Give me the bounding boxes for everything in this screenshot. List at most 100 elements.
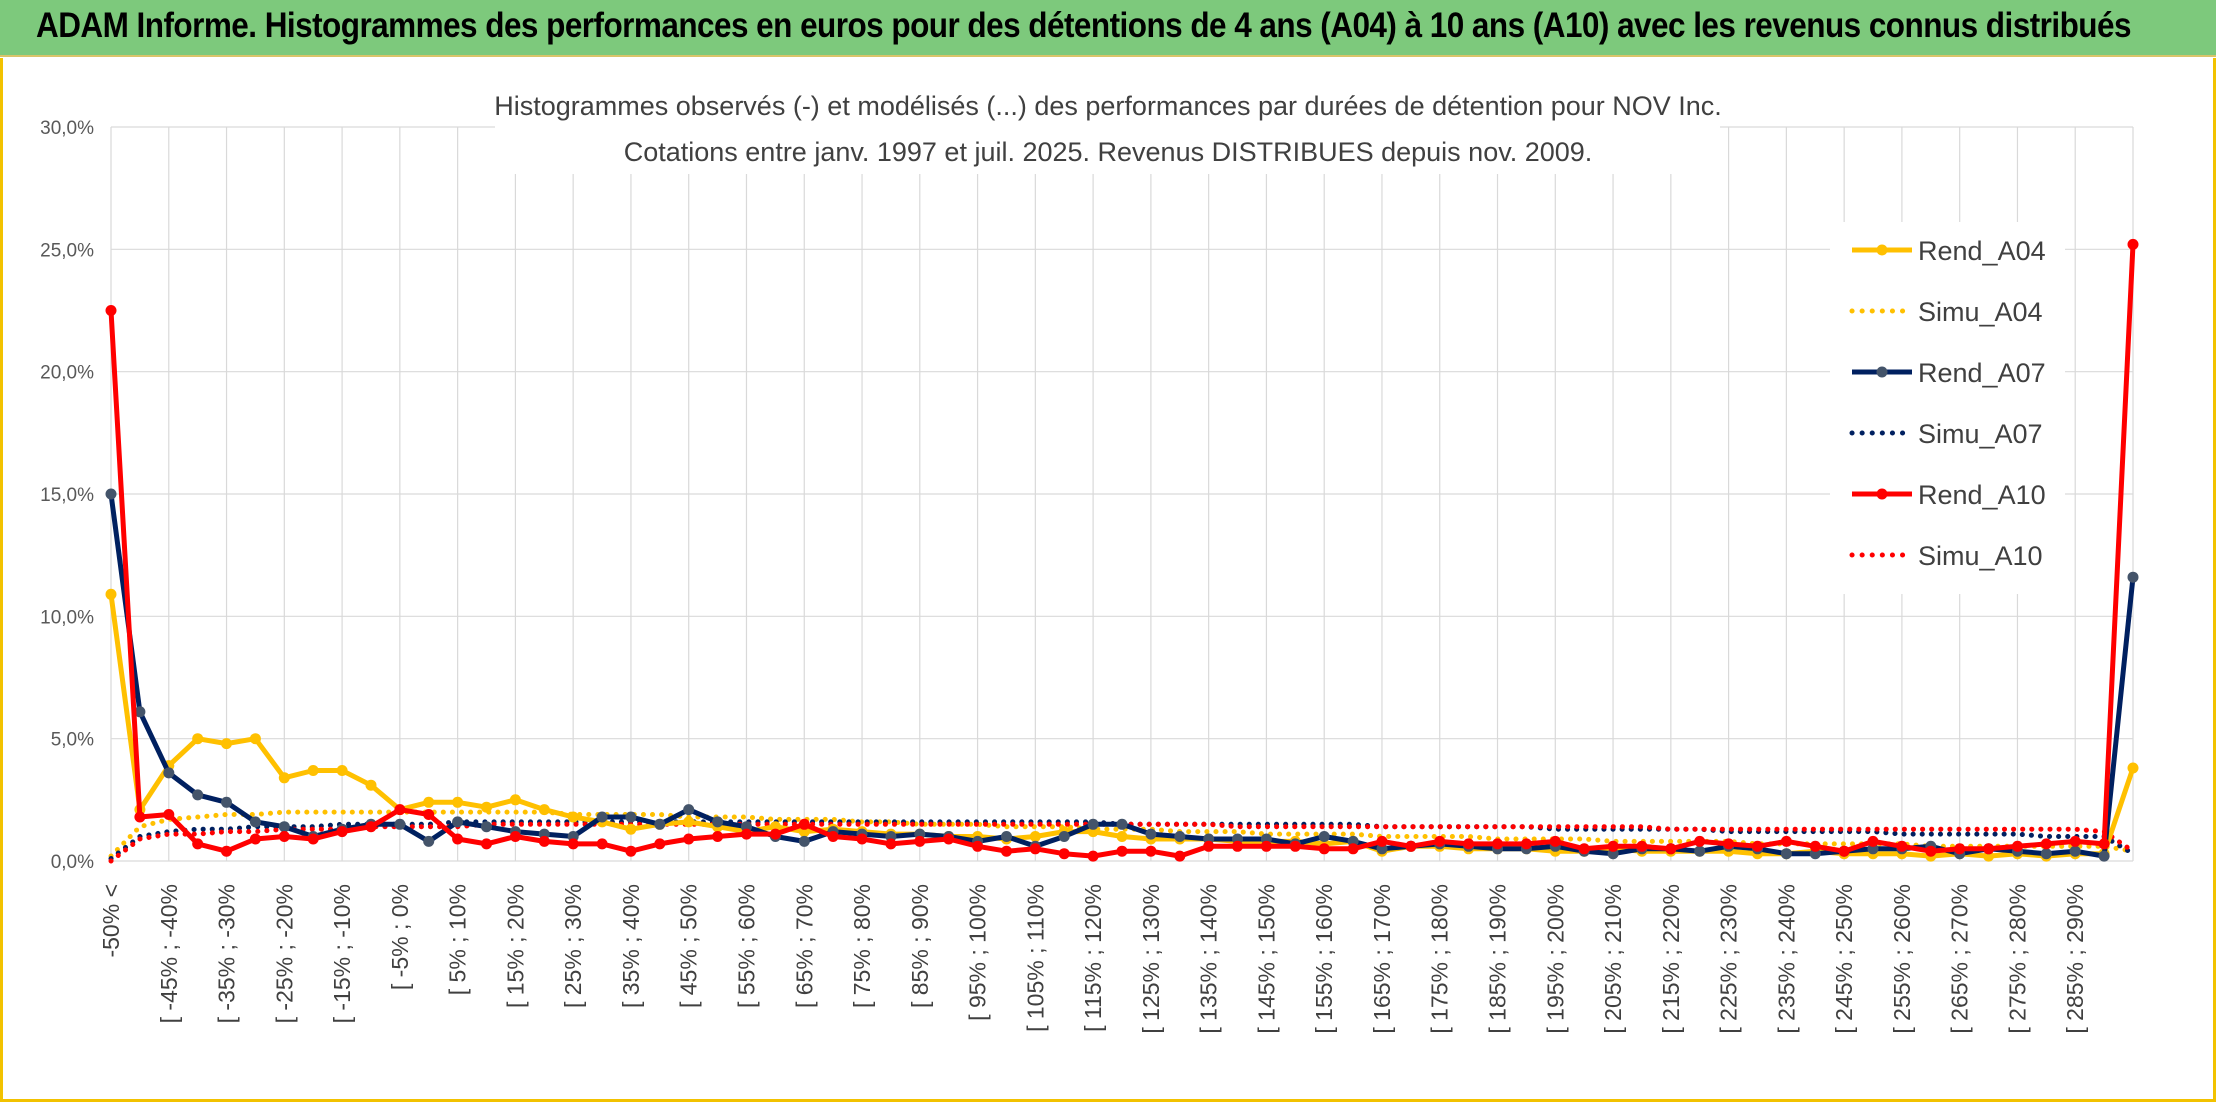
data-point [625, 811, 637, 823]
data-point [1087, 818, 1099, 830]
data-point [1694, 845, 1706, 857]
legend-item-Simu_A04: Simu_A04 [1849, 297, 2043, 327]
data-point [365, 821, 377, 833]
data-point [1983, 843, 1995, 855]
y-tick-label: 25,0% [40, 240, 94, 261]
legend-label: Rend_A07 [1918, 358, 2046, 388]
data-point [249, 816, 261, 828]
data-point [278, 831, 290, 842]
data-point [1232, 840, 1243, 852]
data-point [336, 765, 348, 776]
series-line [108, 491, 2136, 859]
x-tick-label: [ -35% ; -30% [214, 884, 240, 1023]
data-point [1954, 843, 1966, 855]
data-point [1058, 831, 1070, 842]
data-point [1376, 835, 1388, 847]
chart-title: Histogrammes observés (-) et modélisés (… [494, 91, 1722, 121]
data-point [972, 840, 984, 852]
y-tick-label: 10,0% [40, 607, 94, 628]
data-point [394, 818, 406, 830]
y-tick-label: 0,0% [51, 852, 94, 873]
x-tick-label: [ 55% ; 60% [733, 884, 759, 1008]
data-point [1925, 845, 1937, 857]
data-point [914, 835, 926, 847]
title-backdrop [495, 84, 1720, 174]
legend-item-Rend_A07: Rend_A07 [1852, 358, 2046, 388]
data-point [1665, 843, 1677, 855]
x-tick-label: [ 95% ; 100% [965, 884, 991, 1021]
data-point [2040, 848, 2052, 860]
data-point [1694, 835, 1706, 847]
x-tick-label: [ 135% ; 140% [1196, 884, 1222, 1034]
legend-marker [1876, 366, 1888, 378]
legend-item-Simu_A07: Simu_A07 [1849, 419, 2043, 449]
data-point [134, 706, 146, 718]
x-tick-label: [ 185% ; 190% [1485, 884, 1511, 1034]
legend-item-Simu_A10: Simu_A10 [1849, 541, 2043, 571]
x-tick-label: [ -15% ; -10% [329, 884, 355, 1023]
y-tick-label: 30,0% [40, 118, 94, 139]
data-point [307, 765, 319, 776]
data-point [2098, 850, 2110, 862]
data-point [683, 833, 695, 845]
data-point [481, 801, 492, 813]
y-axis-ticks: 0,0% 5,0% 10,0% 15,0% 20,0% 25,0% 30,0% [40, 118, 94, 873]
data-point [1492, 838, 1503, 850]
chart-frame [0, 58, 2216, 1102]
data-point [654, 838, 666, 850]
data-point [192, 838, 204, 850]
legend-label: Rend_A10 [1918, 480, 2046, 510]
x-tick-label: [ 105% ; 110% [1022, 884, 1048, 1032]
data-point [1549, 835, 1561, 847]
data-point [2012, 840, 2023, 852]
gridlines [110, 126, 2134, 862]
data-point [163, 809, 175, 820]
data-point [221, 796, 232, 808]
data-point [1087, 850, 1099, 862]
data-point [481, 838, 492, 850]
data-point [625, 845, 637, 857]
chart-subtitle: Cotations entre janv. 1997 et juil. 2025… [624, 137, 1593, 167]
data-point [2127, 762, 2139, 774]
data-point [1636, 840, 1648, 852]
x-tick-label: -50% < [98, 884, 124, 958]
data-point [1203, 840, 1215, 852]
x-tick-label: [ 255% ; 260% [1889, 884, 1915, 1034]
data-point [1723, 838, 1735, 850]
data-point [1780, 835, 1792, 847]
data-point [1116, 831, 1128, 842]
data-point [827, 831, 839, 842]
data-point [307, 833, 319, 845]
data-point [509, 794, 521, 806]
data-point [1347, 843, 1359, 855]
data-point [221, 738, 232, 750]
data-point [712, 816, 724, 828]
page-title: ADAM Informe. Histogrammes des performan… [36, 6, 2131, 45]
data-point [596, 811, 608, 823]
data-point [481, 821, 492, 833]
series-Rend_A10 [105, 238, 2139, 862]
data-point [2069, 835, 2081, 847]
data-point [423, 796, 435, 808]
y-tick-label: 5,0% [51, 730, 94, 751]
data-point [1116, 818, 1128, 830]
data-point [1520, 838, 1532, 850]
x-tick-label: [ -45% ; -40% [156, 884, 182, 1023]
x-tick-label: [ 65% ; 70% [791, 884, 817, 1008]
x-tick-label: [ 25% ; 30% [560, 884, 586, 1008]
data-point [1896, 840, 1908, 852]
data-point [249, 833, 261, 845]
data-point [1001, 831, 1012, 842]
legend-box [1830, 222, 2065, 594]
data-point [192, 733, 204, 745]
data-point [1260, 840, 1272, 852]
data-point [538, 804, 550, 816]
data-point [1578, 843, 1590, 855]
data-point [278, 821, 290, 833]
x-tick-label: [ 275% ; 280% [2004, 884, 2030, 1034]
data-point [163, 767, 175, 779]
data-point [1405, 840, 1417, 852]
data-point [336, 826, 348, 838]
data-point [567, 811, 579, 823]
